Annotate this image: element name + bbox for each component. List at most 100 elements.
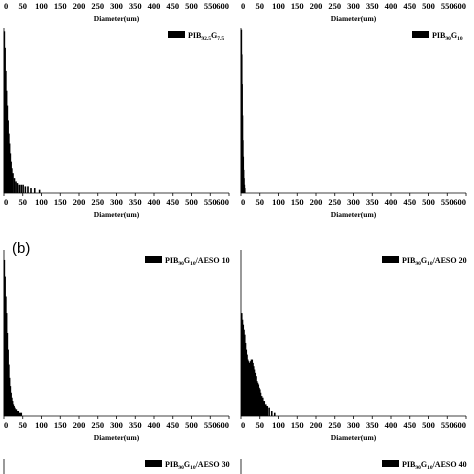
x-tick-label: 500 xyxy=(422,197,435,207)
bar xyxy=(20,184,23,193)
legend-label-bottom: PIB90G10/AESO 30 xyxy=(165,460,230,471)
x-tick-label: 400 xyxy=(148,197,161,207)
x-tick-label: 50 xyxy=(256,420,265,430)
x-tick-label: 300 xyxy=(347,197,360,207)
top-strip-tick-label: 250 xyxy=(91,1,104,11)
x-tick-label: 400 xyxy=(385,197,398,207)
x-tick-label: 100 xyxy=(272,197,285,207)
top-strip-axis-label: Diameter(um) xyxy=(94,14,140,23)
top-strip-tick-label: 500 xyxy=(422,1,435,11)
bar xyxy=(24,186,27,193)
top-strip-tick-label: 600 xyxy=(216,1,229,11)
x-tick-label: 400 xyxy=(148,420,161,430)
top-strip-tick-label: 450 xyxy=(403,1,416,11)
x-tick-label: 450 xyxy=(403,420,416,430)
bar xyxy=(16,411,18,416)
top-strip-tick-label: 200 xyxy=(310,1,323,11)
top-strip-tick-label: 350 xyxy=(366,1,379,11)
legend-swatch-bottom xyxy=(382,460,399,467)
x-tick-label: 600 xyxy=(453,420,466,430)
x-tick-label: 100 xyxy=(35,420,48,430)
x-tick-label: 350 xyxy=(366,197,379,207)
bar xyxy=(268,407,270,416)
bar xyxy=(18,412,21,416)
top-strip-tick-label: 550 xyxy=(441,1,454,11)
bar xyxy=(264,404,267,416)
x-tick-label: 0 xyxy=(4,197,8,207)
x-axis-label: Diameter(um) xyxy=(94,433,140,442)
x-tick-label: 0 xyxy=(241,420,245,430)
x-tick-label: 100 xyxy=(35,197,48,207)
top-strip-tick-label: 400 xyxy=(148,1,161,11)
top-strip-tick-label: 450 xyxy=(166,1,179,11)
bar xyxy=(270,411,273,416)
legend-label: PIB92.5G7.5 xyxy=(188,31,224,42)
x-tick-label: 350 xyxy=(129,420,142,430)
bar xyxy=(13,178,16,193)
bar xyxy=(17,411,20,416)
top-axis-strip: 0 50 100 150 200 250 300 350 400 450 500 550 600Diam… xyxy=(4,1,466,23)
x-tick-label: 150 xyxy=(291,420,304,430)
bar xyxy=(18,184,21,193)
x-tick-label: 300 xyxy=(110,197,123,207)
x-tick-label: 450 xyxy=(166,197,179,207)
x-tick-label: 500 xyxy=(422,420,435,430)
bar xyxy=(16,183,19,193)
x-tick-label: 200 xyxy=(73,197,86,207)
top-strip-tick-label: 250 xyxy=(328,1,341,11)
top-strip-tick-label: 100 xyxy=(272,1,285,11)
x-tick-label: 400 xyxy=(385,420,398,430)
top-strip-tick-label: 0 xyxy=(4,1,8,11)
bar xyxy=(263,401,266,416)
x-tick-label: 250 xyxy=(91,420,104,430)
legend-swatch xyxy=(145,256,162,263)
top-strip-tick-label: 550 xyxy=(204,1,217,11)
x-tick-label: 350 xyxy=(129,197,142,207)
x-tick-label: 600 xyxy=(453,197,466,207)
x-tick-label: 300 xyxy=(347,420,360,430)
x-tick-label: 600 xyxy=(216,420,229,430)
bar xyxy=(261,397,264,416)
x-tick-label: 250 xyxy=(328,197,341,207)
x-tick-label: 250 xyxy=(91,197,104,207)
x-axis-label: Diameter(um) xyxy=(331,433,377,442)
x-tick-label: 0 xyxy=(241,197,245,207)
top-strip-tick-label: 0 xyxy=(241,1,245,11)
bar xyxy=(30,188,32,193)
x-tick-label: 0 xyxy=(4,420,8,430)
top-strip-axis-label: Diameter(um) xyxy=(331,14,377,23)
bottom-legend-strip: PIB90G10/AESO 30 PIB90G10/AESO 40 xyxy=(3,459,467,474)
bar xyxy=(12,173,14,193)
x-tick-label: 550 xyxy=(441,420,454,430)
bar xyxy=(33,188,36,193)
x-tick-label: 450 xyxy=(403,197,416,207)
bar xyxy=(22,184,24,193)
top-strip-tick-label: 300 xyxy=(347,1,360,11)
x-tick-label: 550 xyxy=(204,420,217,430)
chart-panel-top-right: 0 50 100 150 200 250 300 350 400 450 500 550 600 Diam… xyxy=(240,28,467,219)
panel-label-b: (b) xyxy=(12,240,30,257)
top-strip-tick-label: 50 xyxy=(256,1,265,11)
x-tick-label: 50 xyxy=(19,420,28,430)
x-tick-label: 150 xyxy=(54,197,67,207)
bar xyxy=(11,168,13,193)
x-tick-label: 50 xyxy=(19,197,28,207)
x-tick-label: 200 xyxy=(73,420,86,430)
top-strip-tick-label: 100 xyxy=(35,1,48,11)
x-axis-label: Diameter(um) xyxy=(94,210,140,219)
x-tick-label: 450 xyxy=(166,420,179,430)
x-tick-label: 250 xyxy=(328,420,341,430)
top-strip-tick-label: 300 xyxy=(110,1,123,11)
legend-swatch xyxy=(382,256,399,263)
bar xyxy=(38,189,41,193)
x-tick-label: 150 xyxy=(291,197,304,207)
legend-swatch xyxy=(168,31,185,38)
top-strip-tick-label: 200 xyxy=(73,1,86,11)
top-strip-tick-label: 150 xyxy=(291,1,304,11)
top-strip-tick-label: 50 xyxy=(19,1,28,11)
x-tick-label: 300 xyxy=(110,420,123,430)
bar xyxy=(15,181,17,193)
x-tick-label: 350 xyxy=(366,420,379,430)
legend-swatch xyxy=(412,31,429,38)
